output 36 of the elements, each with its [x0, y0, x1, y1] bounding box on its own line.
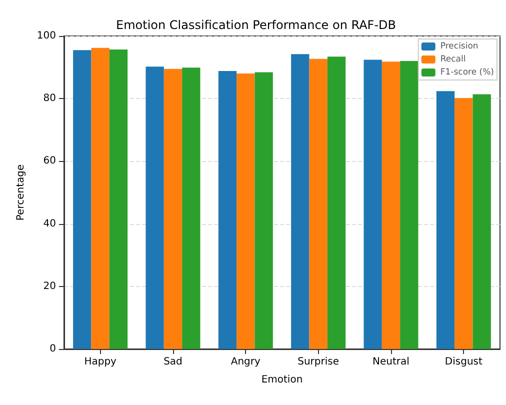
x-axis-title: Emotion [261, 374, 303, 386]
x-tick-label: Happy [84, 356, 117, 368]
bar [472, 94, 491, 349]
x-tick-label: Surprise [298, 356, 340, 368]
x-tick-label: Disgust [444, 356, 482, 368]
x-tick-label: Angry [230, 356, 261, 368]
legend-label: Precision [440, 42, 478, 52]
y-tick-label: 100 [36, 30, 56, 42]
bar [109, 49, 128, 349]
y-tick-label: 80 [43, 93, 56, 104]
bar [236, 74, 255, 349]
y-tick-label: 0 [50, 344, 56, 354]
bar [400, 61, 418, 349]
bar [218, 71, 237, 349]
y-tick-label: 20 [43, 280, 56, 292]
bar [146, 66, 164, 349]
bar [309, 58, 328, 349]
bar [164, 68, 182, 349]
bar [291, 54, 310, 349]
bar [73, 50, 92, 349]
x-tick-label: Neutral [372, 356, 410, 368]
bar [327, 56, 346, 349]
bar [254, 72, 273, 349]
bar [91, 48, 110, 349]
legend-label: F1-score (%) [440, 68, 494, 78]
bar [364, 60, 382, 349]
bar [182, 68, 200, 349]
y-tick-label: 60 [43, 156, 56, 167]
x-tick-label: Sad [164, 356, 182, 368]
bar [436, 91, 455, 349]
y-tick-label: 40 [43, 218, 56, 230]
bar [382, 62, 400, 349]
legend-label: Recall [440, 54, 466, 64]
y-axis-title: Percentage [16, 164, 26, 221]
bar [454, 98, 473, 349]
chart-title: Emotion Classification Performance on RAF-DB [116, 18, 396, 32]
